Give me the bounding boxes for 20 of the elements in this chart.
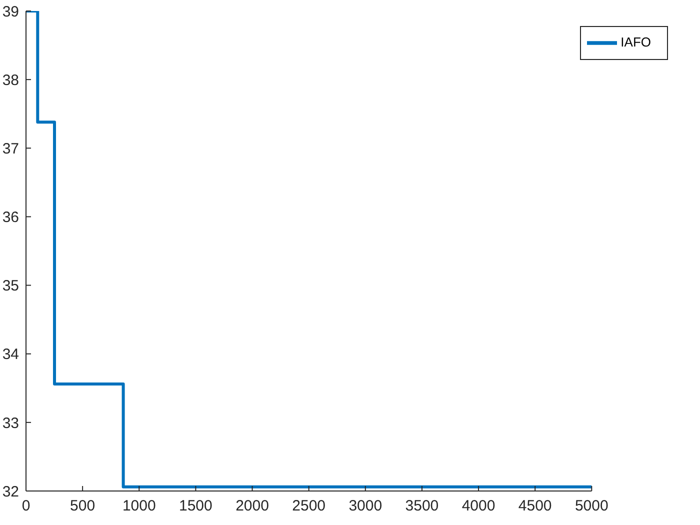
x-tick-label: 3000 <box>348 498 382 515</box>
x-tick-label: 2000 <box>236 498 269 515</box>
x-tick-label: 1500 <box>179 498 212 515</box>
x-tick-label: 4000 <box>462 498 496 515</box>
x-tick-label: 2500 <box>292 498 326 515</box>
x-tick-label: 4500 <box>518 498 552 515</box>
x-tick-label: 5000 <box>574 498 608 515</box>
x-tick-label: 3500 <box>405 498 439 515</box>
y-tick-label: 38 <box>2 72 19 89</box>
y-tick-label: 35 <box>2 278 19 295</box>
legend-label: IAFO <box>620 34 651 50</box>
y-tick-label: 33 <box>2 414 19 432</box>
x-tick-label: 0 <box>22 498 30 515</box>
y-tick-label: 37 <box>2 140 19 158</box>
y-tick-label: 32 <box>2 483 19 500</box>
x-tick-label: 500 <box>70 498 96 515</box>
y-tick-label: 39 <box>2 3 19 20</box>
x-tick-label: 1000 <box>122 498 156 515</box>
y-tick-label: 36 <box>2 209 19 226</box>
y-tick-label: 34 <box>2 346 19 364</box>
